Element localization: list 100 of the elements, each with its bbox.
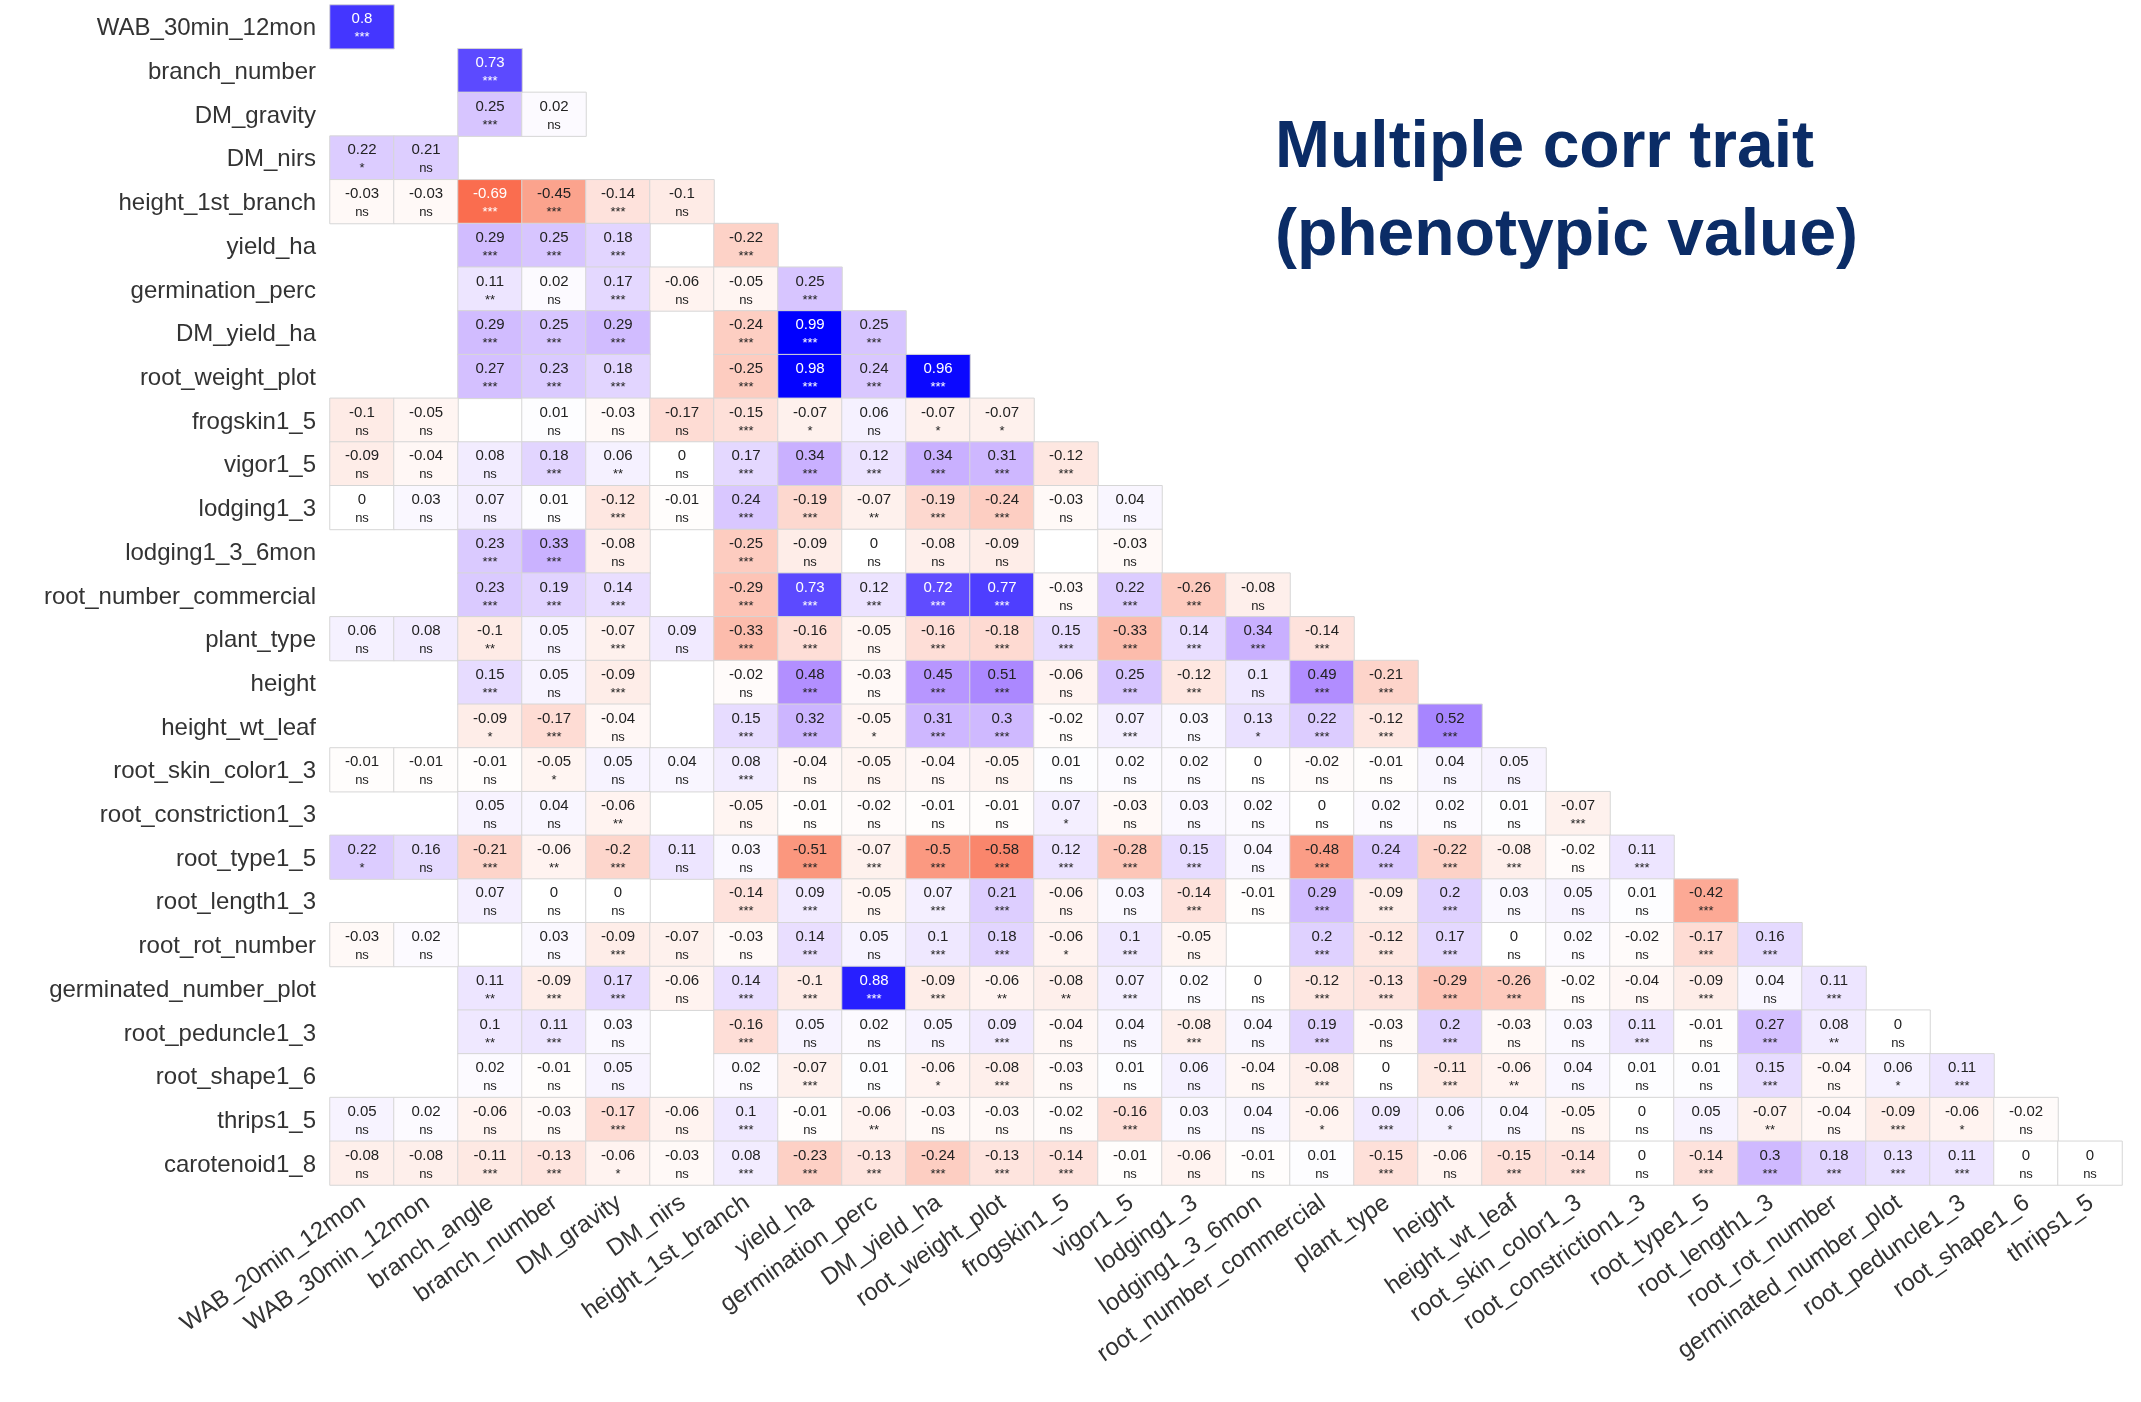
data-label: 0 ns <box>1251 752 1266 788</box>
data-label: -0.28 *** <box>1112 839 1148 875</box>
data-label: 0.25 *** <box>475 96 505 132</box>
data-label: 0.24 *** <box>1371 839 1401 875</box>
data-label: 0.15 *** <box>1755 1058 1785 1094</box>
y-tick-label: root_shape1_6 <box>155 1062 316 1090</box>
data-label: 0.25 *** <box>795 271 825 307</box>
data-label: -0.09 ns <box>344 446 380 482</box>
data-label: 0 ns <box>1635 1145 1650 1181</box>
data-label: -0.5 *** <box>925 839 951 875</box>
data-label: 0.02 ns <box>539 96 569 132</box>
data-label: -0.16 *** <box>792 621 828 657</box>
data-label: 0.25 *** <box>1115 664 1145 700</box>
y-tick-label: thrips1_5 <box>217 1105 316 1133</box>
data-label: -0.06 ns <box>664 1101 700 1137</box>
data-label: 0.73 *** <box>795 577 825 613</box>
data-label: 0.04 ns <box>1435 752 1465 788</box>
data-label: 0.08 ns <box>411 621 441 657</box>
data-label: -0.03 ns <box>984 1101 1020 1137</box>
data-label: -0.01 ns <box>1688 1014 1724 1050</box>
data-label: -0.22 *** <box>728 227 764 263</box>
data-label: -0.02 ns <box>856 796 892 832</box>
data-label: 0.02 ns <box>1179 970 1209 1006</box>
data-label: 0.03 ns <box>1179 1101 1209 1137</box>
data-label: 0.07 * <box>1051 796 1081 832</box>
data-label: 0.11 ** <box>475 970 505 1006</box>
data-label: -0.11 *** <box>473 1145 507 1181</box>
data-label: -0.45 *** <box>536 184 572 220</box>
data-label: 0.04 ns <box>1243 1014 1273 1050</box>
data-label: 0.45 *** <box>923 664 953 700</box>
data-label: -0.23 *** <box>792 1145 828 1181</box>
data-label: 0.04 ns <box>1115 490 1145 526</box>
data-label: -0.19 *** <box>792 490 828 526</box>
data-label: 0.04 ns <box>1563 1058 1593 1094</box>
data-label: -0.1 ns <box>349 402 375 438</box>
data-label: -0.08 ns <box>1240 577 1276 613</box>
data-label: 0.1 *** <box>1119 927 1141 963</box>
data-label: 0.11 *** <box>539 1014 569 1050</box>
data-label: -0.21 *** <box>1368 664 1404 700</box>
data-label: 0 ns <box>547 883 562 919</box>
data-label: -0.08 ns <box>600 533 636 569</box>
y-tick-label: DM_nirs <box>226 144 316 172</box>
data-label: 0.49 *** <box>1307 664 1337 700</box>
data-label: -0.03 ns <box>1112 533 1148 569</box>
data-label: -0.08 ns <box>344 1145 380 1181</box>
data-label: 0.12 *** <box>859 446 889 482</box>
data-label: -0.06 ns <box>1432 1145 1468 1181</box>
data-label: -0.11 *** <box>1433 1058 1467 1094</box>
data-label: -0.14 *** <box>1688 1145 1724 1181</box>
data-label: 0.1 *** <box>735 1101 757 1137</box>
data-label: 0.73 *** <box>475 53 505 89</box>
data-label: 0.33 *** <box>539 533 569 569</box>
data-label: 0.24 *** <box>859 358 889 394</box>
data-label: 0.12 *** <box>1051 839 1081 875</box>
data-label: 0.11 *** <box>1947 1058 1977 1094</box>
data-label: -0.01 ns <box>920 796 956 832</box>
data-label: -0.17 *** <box>536 708 572 744</box>
y-tick-label: carotenoid1_8 <box>163 1149 316 1177</box>
data-label: 0.02 ns <box>539 271 569 307</box>
data-label: -0.1 ns <box>669 184 695 220</box>
y-tick-label: yield_ha <box>226 231 317 259</box>
data-label: 0.11 *** <box>1819 970 1849 1006</box>
data-label: 0.01 ns <box>1627 883 1657 919</box>
data-label: 0.03 ns <box>1563 1014 1593 1050</box>
y-tick-label: lodging1_3_6mon <box>125 537 316 565</box>
data-label: 0.03 ns <box>1115 883 1145 919</box>
data-label: 0.29 *** <box>475 315 505 351</box>
y-tick-label: root_constriction1_3 <box>99 800 316 828</box>
data-label: 0.05 ns <box>1499 752 1529 788</box>
data-label: 0.77 *** <box>987 577 1017 613</box>
data-label: -0.04 ns <box>792 752 828 788</box>
data-label: -0.13 *** <box>984 1145 1020 1181</box>
y-tick-label: root_skin_color1_3 <box>113 756 316 784</box>
data-label: -0.16 *** <box>920 621 956 657</box>
data-label: 0.12 *** <box>859 577 889 613</box>
data-label: 0.29 *** <box>603 315 633 351</box>
data-label: -0.13 *** <box>536 1145 572 1181</box>
data-label: 0.48 *** <box>795 664 825 700</box>
data-label: -0.25 *** <box>728 358 764 394</box>
data-label: 0.02 ns <box>859 1014 889 1050</box>
data-label: 0.17 *** <box>731 446 761 482</box>
data-label: -0.05 * <box>856 708 892 744</box>
data-label: 0.11 ns <box>667 839 697 875</box>
data-label: 0.06 * <box>1883 1058 1913 1094</box>
data-label: -0.14 *** <box>1176 883 1212 919</box>
data-label: -0.03 ns <box>1048 490 1084 526</box>
data-label: 0.17 *** <box>603 271 633 307</box>
data-label: 0.05 ns <box>859 927 889 963</box>
data-label: -0.15 *** <box>728 402 764 438</box>
y-tick-label: root_length1_3 <box>155 887 316 915</box>
data-label: 0.24 *** <box>731 490 761 526</box>
y-tick-label: DM_yield_ha <box>175 319 317 347</box>
data-label: -0.07 * <box>920 402 956 438</box>
data-label: -0.06 ** <box>856 1101 892 1137</box>
data-label: -0.04 ns <box>408 446 444 482</box>
data-label: 0.29 *** <box>475 227 505 263</box>
data-label: 0.08 *** <box>731 752 761 788</box>
data-label: 0.05 ns <box>1563 883 1593 919</box>
data-label: -0.01 ns <box>984 796 1020 832</box>
data-label: -0.12 *** <box>1304 970 1340 1006</box>
